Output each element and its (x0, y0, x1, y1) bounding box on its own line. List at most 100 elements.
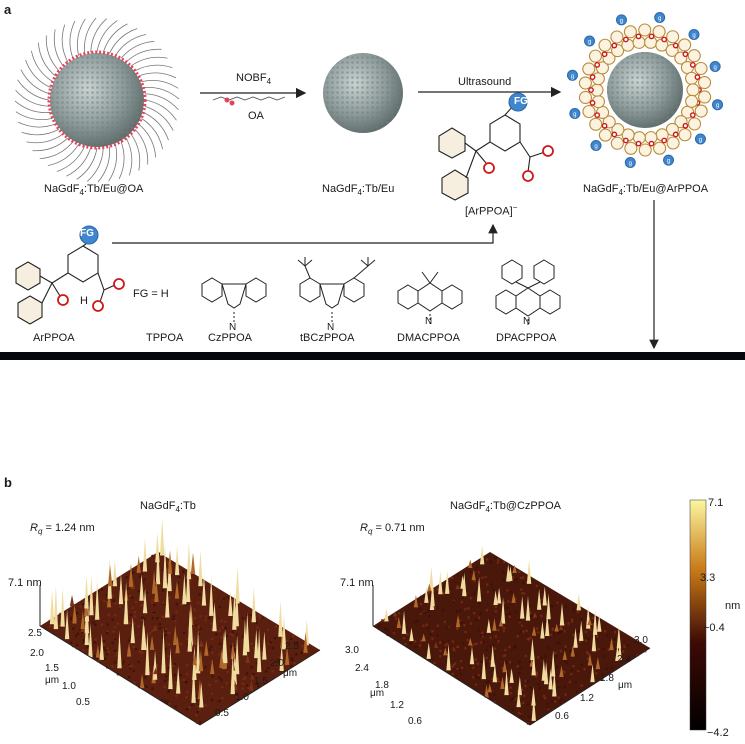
afm-left-z-label: 7.1 nm (8, 577, 42, 589)
afm-right-x-unit: μm (618, 680, 633, 691)
height-peak (256, 628, 262, 673)
height-peak (154, 580, 159, 603)
fg-sphere-icon (584, 35, 596, 47)
afm-left-title: NaGdF4:Tb (140, 500, 196, 515)
height-peak (401, 610, 407, 634)
fg-definition: FG = H (133, 288, 169, 300)
height-peak (262, 631, 267, 660)
afm-right-x-tick: 1.8 (600, 673, 614, 684)
fg-sphere-label: g (713, 65, 716, 71)
afm-left-y-tick: 2.5 (28, 628, 42, 639)
height-peak (468, 559, 473, 568)
height-peak (413, 594, 419, 608)
height-peak (617, 641, 622, 660)
height-peak (212, 602, 217, 632)
height-peak (53, 585, 59, 630)
height-peak (562, 650, 567, 660)
fg-sphere-icon (615, 14, 627, 26)
height-peak (49, 590, 55, 625)
height-peak (209, 575, 214, 616)
height-peak (155, 542, 161, 585)
height-peak (392, 611, 398, 617)
height-peak (94, 579, 100, 620)
afm-left-x-tick: 1.5 (254, 676, 268, 687)
height-peak (526, 559, 532, 584)
panel-a-label: a (4, 2, 12, 17)
arppoa-anion-structure (438, 92, 554, 201)
height-peak (576, 593, 581, 611)
height-peak (174, 545, 180, 576)
panel-b-label: b (4, 475, 12, 490)
fg-sphere-label: g (629, 161, 632, 167)
fg-sphere-icon (590, 139, 602, 151)
colorbar-tick-min: −4.2 (707, 727, 729, 739)
height-peak (162, 544, 168, 589)
colorbar-tick-2: 3.3 (700, 572, 716, 584)
height-peak (250, 674, 255, 680)
afm-left-x-unit: μm (283, 668, 298, 679)
height-peak (384, 608, 389, 622)
height-peak (409, 627, 414, 642)
afm-right-x-tick: 1.2 (580, 693, 594, 704)
afm-right-y-tick: 0.6 (408, 716, 422, 727)
height-peak (516, 690, 521, 708)
height-peak (540, 621, 545, 639)
afm-right-y-tick: 1.2 (390, 700, 404, 711)
height-peak (616, 625, 622, 649)
height-peak (84, 613, 89, 645)
height-peak (550, 650, 556, 677)
fg-tag-arppoa: FG (80, 228, 94, 239)
reagent-oa: OA (248, 110, 264, 122)
height-peak (587, 653, 593, 666)
fg-sphere-icon (694, 133, 706, 145)
fg-sphere-icon (566, 69, 578, 81)
height-peak (502, 660, 507, 673)
np-bare-label: NaGdF4:Tb/Eu (322, 183, 395, 198)
reagent-nobf4: NOBF4 (236, 72, 272, 87)
fg-sphere-label: g (667, 159, 670, 165)
afm-left-y-tick: 1.0 (62, 681, 76, 692)
height-peak (587, 617, 592, 626)
height-peak (500, 597, 506, 624)
arppoa-coated-nanoparticle: g g g g g g g g g g g g (566, 11, 724, 169)
height-peak (128, 563, 134, 587)
height-peak (84, 575, 89, 609)
height-peak (223, 629, 228, 664)
height-peak (559, 602, 565, 626)
afm-right-y-unit: μm (370, 688, 385, 699)
height-peak (187, 608, 192, 652)
height-peak (509, 668, 514, 683)
height-peak (496, 587, 502, 604)
fg-sphere-label: g (573, 112, 576, 118)
height-peak (471, 570, 476, 581)
height-peak (396, 616, 402, 629)
ligand-name-tbczppoa: tBCzPPOA (300, 332, 355, 344)
fg-sphere-label: g (658, 16, 661, 22)
afm-left-y-tick: 1.5 (45, 663, 59, 674)
height-peak (99, 633, 104, 660)
height-peak (242, 619, 248, 656)
height-peak (245, 654, 250, 663)
height-peak (161, 628, 166, 674)
oa-molecule-icon (212, 96, 286, 106)
height-peak (542, 586, 547, 606)
height-peak (88, 623, 93, 658)
afm-right-z-label: 7.1 nm (340, 577, 374, 589)
afm-right-x-tick: 3.0 (634, 635, 648, 646)
n-atom-cz: N (229, 322, 237, 333)
height-peak (487, 683, 492, 693)
height-peak (511, 592, 516, 603)
height-peak (118, 573, 124, 605)
n-atom-tbcz: N (327, 322, 335, 333)
height-peak (438, 571, 443, 595)
cz-structure (201, 277, 267, 322)
height-peak (204, 640, 209, 656)
height-peak (185, 559, 191, 603)
height-peak (198, 550, 203, 587)
height-peak (469, 646, 475, 665)
height-peak (500, 676, 505, 690)
afm-left-x-tick: 1.0 (235, 692, 249, 703)
arppoa-structure (15, 225, 125, 325)
ligand-name-dmacppoa: DMACPPOA (397, 332, 460, 344)
height-peak (175, 634, 180, 654)
